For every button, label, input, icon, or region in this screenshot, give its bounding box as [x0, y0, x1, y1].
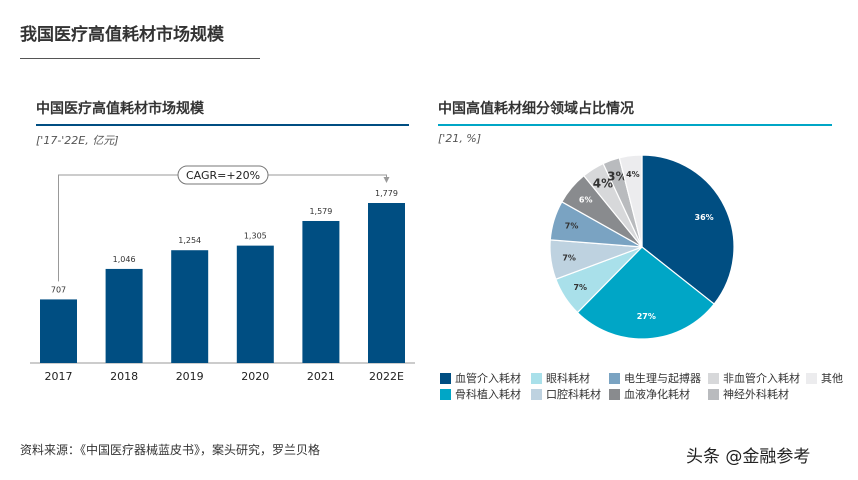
bar-value-label: 1,779	[375, 189, 398, 198]
pie-slice-label: 4%	[626, 170, 640, 179]
legend-label: 眼科耗材	[546, 372, 590, 385]
legend-swatch	[609, 388, 620, 400]
legend-item: 骨科植入耗材	[440, 386, 521, 402]
title-divider	[20, 58, 260, 59]
watermark: 头条 @金融参考	[686, 447, 811, 467]
pie-slice-label: 7%	[573, 283, 587, 292]
legend-label: 血液净化耗材	[624, 388, 690, 401]
legend-label: 其他	[821, 372, 843, 385]
x-tick-label: 2021	[307, 370, 335, 383]
cagr-arrow-head	[383, 177, 390, 183]
pie-slice-label: 27%	[637, 312, 656, 321]
legend-swatch	[806, 372, 817, 384]
bar	[105, 268, 143, 363]
bar-chart-unit: ['17-'22E, 亿元]	[36, 134, 119, 147]
pie-slice	[641, 154, 735, 305]
pie-slice-label: 3%	[607, 170, 627, 184]
legend-label: 非血管介入耗材	[723, 372, 800, 385]
bar-value-label: 1,579	[309, 207, 332, 216]
pie-slice-label: 7%	[562, 253, 576, 262]
legend-swatch	[531, 372, 542, 384]
legend-item: 电生理与起搏器	[609, 370, 701, 386]
legend-label: 电生理与起搏器	[624, 372, 701, 385]
legend-swatch	[531, 388, 542, 400]
legend-item: 非血管介入耗材	[708, 370, 800, 386]
x-tick-label: 2022E	[369, 370, 404, 383]
pie-slice-label: 6%	[579, 196, 593, 205]
bar	[368, 203, 405, 363]
cagr-badge	[177, 165, 269, 185]
legend-item: 血液净化耗材	[609, 386, 690, 402]
legend-item: 血管介入耗材	[440, 370, 521, 386]
pie-slice-label: 36%	[695, 213, 714, 222]
legend-swatch	[609, 372, 620, 384]
legend-item: 眼科耗材	[531, 370, 590, 386]
page-title: 我国医疗高值耗材市场规模	[20, 25, 224, 45]
pie-slice	[618, 154, 643, 248]
bar-title-rule	[36, 124, 409, 126]
bar-value-label: 1,305	[244, 232, 267, 241]
bar-value-label: 1,046	[113, 255, 136, 264]
bar-chart-title: 中国医疗高值耗材市场规模	[36, 101, 204, 117]
x-tick-label: 2020	[241, 370, 269, 383]
legend-swatch	[708, 372, 719, 384]
legend-item: 其他	[806, 370, 843, 386]
legend-item: 口腔科耗材	[531, 386, 601, 402]
legend-label: 骨科植入耗材	[455, 388, 521, 401]
pie-slice-label: 4%	[593, 177, 613, 191]
bar	[302, 220, 340, 363]
bar	[171, 250, 209, 363]
pie-chart-title: 中国高值耗材细分领域占比情况	[438, 101, 634, 117]
legend-label: 口腔科耗材	[546, 388, 601, 401]
bar-value-label: 1,254	[178, 236, 201, 245]
pie-chart-unit: ['21, %]	[438, 132, 482, 145]
bar	[40, 299, 77, 363]
legend-swatch	[708, 388, 719, 400]
x-tick-label: 2019	[176, 370, 204, 383]
bar	[236, 245, 274, 363]
x-tick-label: 2018	[110, 370, 138, 383]
bar-value-label: 707	[51, 285, 66, 294]
pie-title-rule	[438, 124, 832, 126]
legend-swatch	[440, 388, 451, 400]
legend-swatch	[440, 372, 451, 384]
legend-label: 神经外科耗材	[723, 388, 789, 401]
legend-label: 血管介入耗材	[455, 372, 521, 385]
legend-item: 神经外科耗材	[708, 386, 789, 402]
x-tick-label: 2017	[45, 370, 73, 383]
cagr-label: CAGR=+20%	[186, 169, 260, 182]
source-note: 资料来源：《中国医疗器械蓝皮书》，案头研究，罗兰贝格	[20, 443, 321, 457]
pie-slice-label: 7%	[565, 222, 579, 231]
pie-slice	[576, 246, 716, 340]
